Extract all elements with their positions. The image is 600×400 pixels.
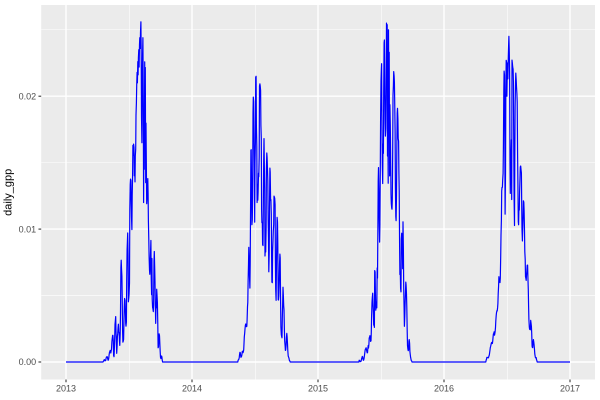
svg-text:0.02: 0.02 bbox=[19, 91, 37, 101]
svg-text:2017: 2017 bbox=[560, 384, 580, 394]
svg-text:0.00: 0.00 bbox=[19, 357, 37, 367]
svg-text:daily_gpp: daily_gpp bbox=[3, 169, 15, 216]
svg-text:2014: 2014 bbox=[182, 384, 202, 394]
svg-text:2015: 2015 bbox=[308, 384, 328, 394]
svg-text:0.01: 0.01 bbox=[19, 224, 37, 234]
svg-text:2013: 2013 bbox=[56, 384, 76, 394]
svg-text:2016: 2016 bbox=[434, 384, 454, 394]
